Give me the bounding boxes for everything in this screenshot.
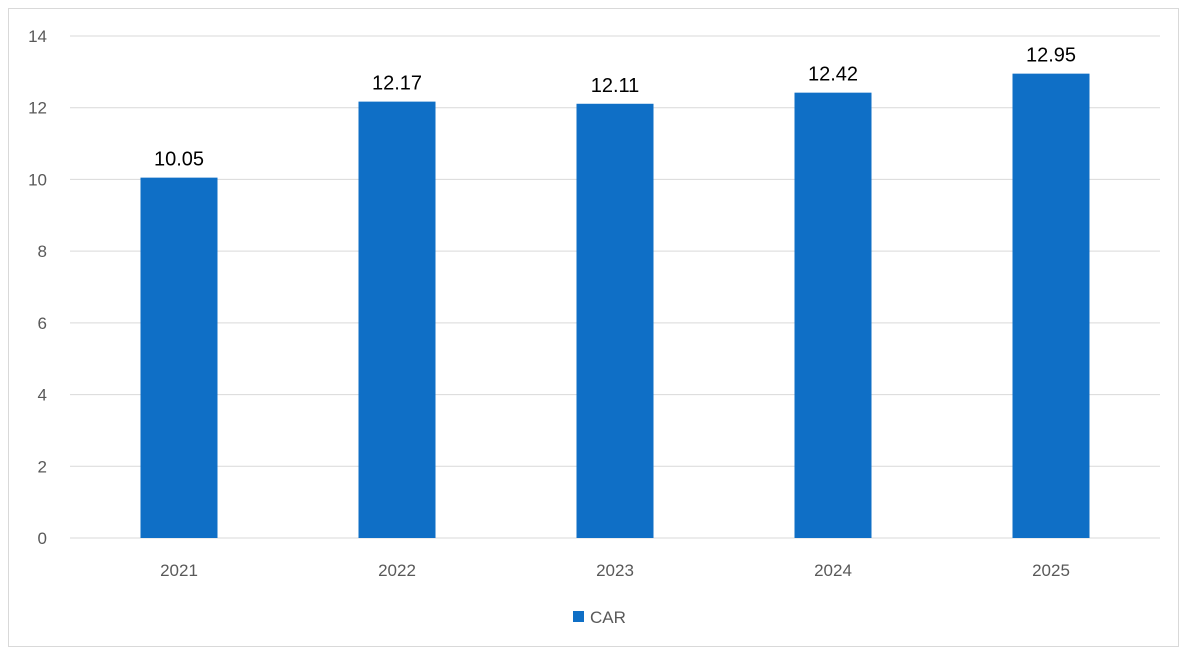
y-tick-label-2: 2 [38, 457, 47, 476]
bar-2025 [1012, 73, 1090, 539]
data-label-2022: 12.17 [372, 73, 422, 95]
data-label-2023: 12.11 [591, 75, 640, 97]
bar-2021 [140, 177, 218, 538]
x-axis-ticks: 2021 2022 2023 2024 2025 [160, 561, 1070, 580]
legend-swatch-car [573, 611, 584, 622]
x-tick-label-2024: 2024 [814, 561, 852, 580]
bars [140, 73, 1090, 539]
y-tick-label-0: 0 [38, 529, 47, 548]
y-tick-label-14: 14 [28, 27, 47, 46]
x-tick-label-2021: 2021 [160, 561, 198, 580]
bar-2022 [358, 101, 436, 539]
x-tick-label-2022: 2022 [378, 561, 416, 580]
y-tick-label-10: 10 [28, 170, 47, 189]
data-label-2025: 12.95 [1026, 45, 1076, 67]
bar-2024 [794, 92, 872, 538]
bar-2023 [576, 103, 654, 539]
data-labels: 10.05 12.17 12.11 12.42 12.95 [154, 45, 1076, 171]
y-tick-label-12: 12 [28, 99, 47, 118]
legend: CAR [573, 608, 626, 627]
data-label-2021: 10.05 [154, 149, 204, 171]
data-label-2024: 12.42 [808, 64, 858, 86]
x-tick-label-2023: 2023 [596, 561, 634, 580]
legend-label-car: CAR [590, 608, 626, 627]
y-axis-ticks: 0 2 4 6 8 10 12 14 [28, 27, 47, 548]
y-tick-label-6: 6 [38, 314, 47, 333]
y-tick-label-4: 4 [38, 386, 47, 405]
x-tick-label-2025: 2025 [1032, 561, 1070, 580]
y-tick-label-8: 8 [38, 242, 47, 261]
